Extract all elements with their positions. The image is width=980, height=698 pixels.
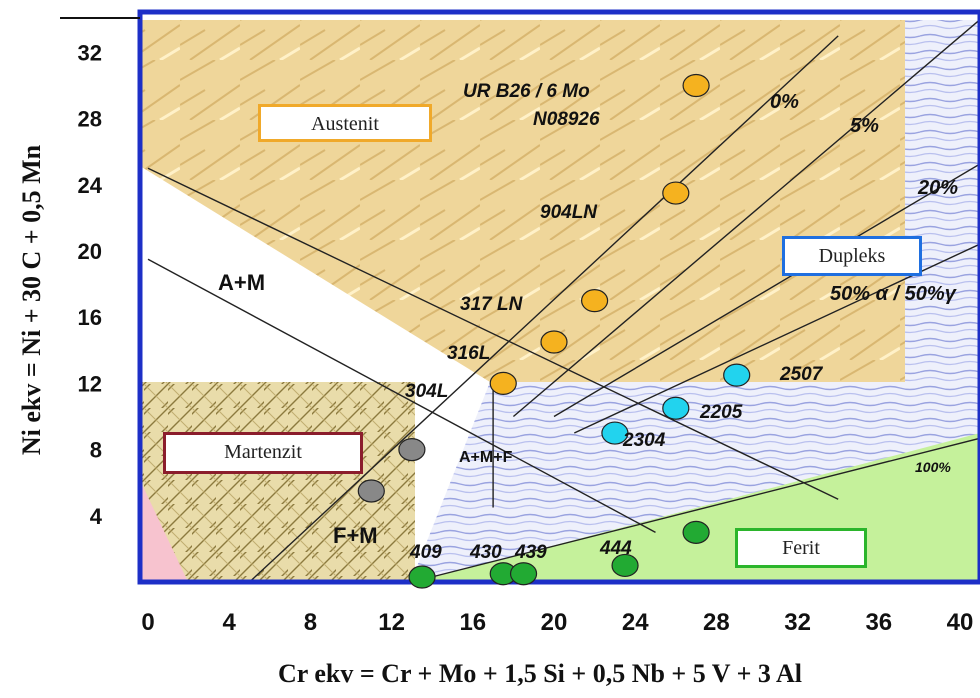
data-point-0-1 bbox=[662, 181, 690, 205]
data-point-3-0 bbox=[398, 438, 426, 462]
point-label-0-2: 317 LN bbox=[460, 294, 524, 315]
label-austenit: Austenit bbox=[258, 104, 432, 142]
x-tick-4: 4 bbox=[223, 609, 237, 636]
point-label-0-1: 904LN bbox=[540, 202, 598, 223]
x-tick-40: 40 bbox=[947, 609, 974, 636]
ferrite-line-0 bbox=[249, 35, 839, 583]
ferrite-line-labels: 0% 5% 20% 50% α / 50%γ 100% bbox=[770, 91, 958, 475]
data-point-1-1 bbox=[662, 396, 690, 420]
pink-region bbox=[140, 480, 188, 582]
point-label-1-2: 2304 bbox=[622, 430, 666, 451]
point-label-0-3: 316L bbox=[447, 343, 490, 364]
data-point-2-3 bbox=[611, 553, 639, 578]
region-label-a-m: A+M bbox=[218, 270, 265, 295]
ferrite-label-4: 100% bbox=[915, 459, 951, 475]
point-label-0-0-b: N08926 bbox=[533, 109, 600, 130]
data-point-0-3 bbox=[540, 330, 568, 354]
x-tick-labels: 0 4 8 12 16 20 24 28 32 36 40 bbox=[141, 609, 973, 636]
point-label-1-1: 2205 bbox=[699, 402, 743, 423]
x-tick-28: 28 bbox=[703, 609, 730, 636]
boundary-line-0 bbox=[147, 167, 839, 500]
point-label-2-0: 409 bbox=[409, 542, 442, 563]
point-label-0-4: 304L bbox=[405, 381, 448, 402]
y-tick-28: 28 bbox=[78, 107, 102, 132]
point-label-0-0: UR B26 / 6 Mo bbox=[463, 81, 590, 102]
data-point-2-2 bbox=[509, 562, 538, 586]
y-tick-12: 12 bbox=[78, 371, 102, 396]
y-axis-label: Ni ekv = Ni + 30 C + 0,5 Mn bbox=[17, 144, 46, 455]
diagram-lines bbox=[147, 18, 980, 583]
label-dupleks: Dupleks bbox=[782, 236, 922, 276]
x-tick-0: 0 bbox=[141, 609, 154, 636]
x-tick-16: 16 bbox=[459, 609, 486, 636]
region-label-f-m: F+M bbox=[333, 523, 378, 548]
data-point-0-2 bbox=[580, 289, 609, 313]
boundary-line-1 bbox=[147, 258, 656, 533]
data-point-3-1 bbox=[357, 479, 385, 503]
data-point-2-4 bbox=[682, 520, 710, 544]
ferrite-label-3: 50% α / 50%γ bbox=[830, 283, 958, 305]
point-label-2-1: 430 bbox=[469, 542, 502, 563]
data-point-1-0 bbox=[723, 363, 751, 387]
ferrite-line-4 bbox=[411, 437, 980, 583]
x-tick-24: 24 bbox=[622, 609, 649, 636]
y-tick-16: 16 bbox=[78, 305, 102, 330]
ferrite-line-3 bbox=[574, 243, 980, 434]
y-tick-20: 20 bbox=[78, 239, 102, 264]
y-tick-4: 4 bbox=[90, 504, 103, 529]
ferrite-label-1: 5% bbox=[850, 115, 879, 137]
y-tick-8: 8 bbox=[90, 438, 102, 463]
x-tick-20: 20 bbox=[541, 609, 568, 636]
point-label-2-2: 439 bbox=[514, 542, 547, 563]
x-tick-36: 36 bbox=[865, 609, 892, 636]
label-ferit: Ferit bbox=[735, 528, 867, 568]
data-point-0-0 bbox=[682, 73, 710, 98]
x-tick-12: 12 bbox=[378, 609, 405, 636]
ferrite-label-2: 20% bbox=[917, 177, 958, 199]
ferrite-line-2 bbox=[553, 163, 980, 418]
dupleks-region bbox=[410, 20, 980, 584]
x-tick-32: 32 bbox=[784, 609, 811, 636]
x-tick-8: 8 bbox=[304, 609, 317, 636]
region-label-a-m-f: A+M+F bbox=[459, 449, 513, 466]
point-label-2-3: 444 bbox=[599, 538, 632, 559]
x-axis-label: Cr ekv = Cr + Mo + 1,5 Si + 0,5 Nb + 5 V… bbox=[278, 659, 802, 688]
ferrite-label-0: 0% bbox=[770, 91, 799, 113]
data-point-2-0 bbox=[408, 565, 436, 589]
data-points bbox=[357, 73, 751, 589]
martenzit-region bbox=[140, 382, 415, 580]
label-martenzit: Martenzit bbox=[163, 432, 363, 474]
data-point-1-2 bbox=[601, 421, 629, 445]
ferrite-line-1 bbox=[512, 18, 980, 418]
plot-frame bbox=[137, 9, 980, 585]
data-point-0-4 bbox=[489, 371, 517, 395]
point-label-1-0: 2507 bbox=[779, 364, 824, 385]
point-labels: UR B26 / 6 Mo N08926 904LN 317 LN 316L 304L 25… bbox=[405, 81, 824, 563]
y-tick-32: 32 bbox=[78, 40, 102, 65]
y-tick-labels: 4 8 12 16 20 24 28 32 bbox=[78, 40, 103, 528]
y-tick-24: 24 bbox=[78, 173, 103, 198]
